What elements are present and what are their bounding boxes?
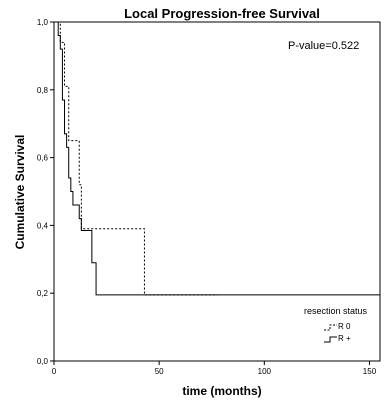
y-tick-label: 0,6 <box>37 154 49 163</box>
x-axis-title: time (months) <box>182 384 261 398</box>
x-axis: 0 50 100 150 <box>52 361 377 376</box>
y-axis: 0,0 0,2 0,4 0,6 0,8 1,0 <box>37 18 54 366</box>
chart-title: Local Progression-free Survival <box>124 6 320 21</box>
x-tick-label: 0 <box>52 367 57 376</box>
legend-label: R + <box>338 334 351 343</box>
series-layer <box>54 21 380 296</box>
legend-title: resection status <box>304 306 368 316</box>
y-tick-label: 0,2 <box>37 289 49 298</box>
x-tick-label: 50 <box>155 367 164 376</box>
legend-symbol <box>324 324 337 331</box>
y-tick-label: 1,0 <box>37 18 49 27</box>
p-value-annotation: P-value=0.522 <box>288 40 359 52</box>
x-tick-label: 100 <box>258 367 272 376</box>
y-tick-label: 0,0 <box>37 357 49 366</box>
legend-label: R 0 <box>338 322 351 331</box>
x-tick-label: 150 <box>363 367 377 376</box>
legend-symbol <box>324 336 337 343</box>
plot-area <box>53 21 381 362</box>
y-tick-label: 0,8 <box>37 86 49 95</box>
legend: resection status R 0 R + <box>304 306 368 343</box>
y-axis-title: Cumulative Survival <box>13 135 27 250</box>
survival-curve-rplus <box>54 21 380 296</box>
y-tick-label: 0,4 <box>37 221 49 230</box>
